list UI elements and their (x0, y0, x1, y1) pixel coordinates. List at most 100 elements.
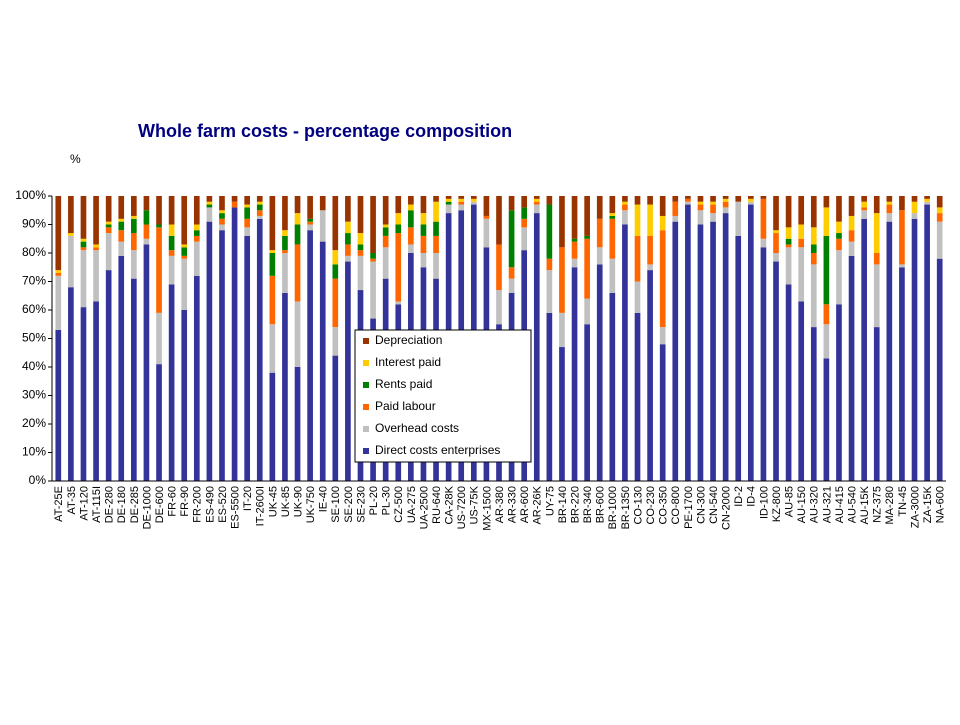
bar-segment (936, 258, 943, 481)
bar-segment (118, 196, 125, 219)
bar-segment (861, 210, 867, 219)
x-tick-label: BR-140 (557, 486, 569, 523)
bar-segment (773, 230, 779, 234)
x-tick-group: PE-1700 (683, 486, 695, 529)
x-tick-group: AT-35 (66, 486, 78, 515)
x-tick-group: SE-100 (330, 486, 342, 523)
bar-segment (521, 227, 528, 251)
x-tick-label: KZ-800 (771, 486, 783, 522)
bar-segment (357, 255, 364, 291)
x-tick-group: ID-100 (758, 486, 770, 519)
bar-segment (219, 224, 225, 231)
bar-segment (508, 278, 515, 293)
bar-segment (911, 213, 918, 219)
x-tick-label: AT-120 (78, 486, 90, 521)
y-tick-label: 30% (22, 388, 46, 402)
bar-segment (105, 270, 112, 481)
x-tick-label: ID-2 (733, 486, 745, 507)
bar-segment (458, 201, 465, 205)
x-tick-group: ID-4 (746, 486, 758, 507)
bar-segment (823, 358, 830, 481)
bar-segment (911, 218, 918, 482)
x-tick-label: CZ-500 (393, 486, 405, 523)
bar-segment (433, 253, 439, 279)
bar-segment (911, 201, 918, 214)
bar-segment (521, 196, 528, 208)
bar-segment (269, 324, 276, 373)
x-tick-group: AU-15K (859, 485, 871, 524)
bar-segment (571, 258, 578, 268)
bar-segment (533, 198, 540, 202)
bar-segment (68, 235, 74, 288)
bar-segment (533, 196, 540, 199)
bar-segment (836, 233, 842, 239)
bar-segment (105, 233, 112, 271)
bar-segment (68, 196, 74, 234)
x-tick-label: DE-180 (116, 486, 128, 523)
bar-segment (823, 196, 830, 208)
bar-segment (760, 198, 767, 239)
x-tick-label: AU-540 (846, 486, 858, 523)
bar-segment (307, 196, 313, 219)
bar-segment (382, 196, 389, 225)
bar-segment (433, 201, 439, 222)
bar-segment (256, 218, 263, 482)
bar-segment (370, 258, 376, 262)
x-tick-label: CN-540 (708, 486, 720, 524)
x-tick-group: SE-200 (343, 486, 355, 523)
bar-segment (168, 235, 175, 251)
bar-segment (810, 244, 817, 253)
x-tick-group: UA-275 (406, 486, 418, 523)
x-tick-group: DE-280 (104, 486, 116, 523)
bar-segment (332, 250, 339, 265)
bar-segment (408, 244, 414, 253)
bar-segment (710, 196, 716, 202)
x-tick-label: RU-640 (431, 486, 443, 524)
bar-segment (458, 204, 465, 211)
bar-segment (55, 196, 62, 271)
bar-segment (80, 241, 87, 248)
x-tick-group: CZ-500 (393, 486, 405, 523)
bar-segment (848, 241, 855, 256)
x-tick-label: PL-30 (381, 486, 393, 515)
bar-segment (747, 204, 754, 482)
x-tick-group: AT-25E (53, 486, 65, 522)
legend-swatch (363, 338, 369, 344)
x-tick-label: MX-1500 (481, 486, 493, 531)
x-tick-group: DE-1000 (141, 486, 153, 529)
x-tick-group: MX-1500 (481, 486, 493, 531)
bar-segment (546, 312, 553, 481)
bar-segment (345, 233, 351, 245)
bar-segment (433, 221, 439, 236)
bar-segment (596, 247, 603, 265)
x-tick-group: UY-75 (544, 486, 556, 516)
legend-swatch (363, 382, 369, 388)
bar-segment (773, 261, 779, 481)
x-tick-group: ES-5500 (229, 486, 241, 529)
x-tick-group: US-75K (469, 485, 481, 524)
x-tick-label: UA-2500 (418, 486, 430, 529)
bar-segment (596, 264, 603, 481)
bar-segment (886, 201, 893, 205)
x-tick-group: FR-60 (167, 486, 179, 517)
bar-segment (911, 196, 918, 202)
bar-segment (798, 196, 805, 225)
x-tick-label: UA-275 (406, 486, 418, 523)
x-tick-label: CO-130 (632, 486, 644, 525)
bar-segment (899, 264, 905, 268)
bar-segment (773, 233, 779, 253)
x-tick-group: AU-320 (809, 486, 821, 523)
bar-segment (533, 213, 540, 481)
x-tick-group: AR-600 (519, 486, 531, 523)
x-tick-group: US-7200 (456, 486, 468, 529)
bar-segment (710, 204, 716, 214)
bar-segment (244, 204, 251, 208)
bar-segment (785, 247, 792, 285)
bar-segment (307, 230, 313, 481)
bar-segment (193, 235, 200, 242)
x-tick-group: CN-540 (708, 486, 720, 524)
legend-label: Overhead costs (375, 421, 459, 435)
x-tick-label: UK-90 (292, 486, 304, 517)
bar-segment (219, 213, 225, 219)
x-tick-group: UA-2500 (418, 486, 430, 529)
